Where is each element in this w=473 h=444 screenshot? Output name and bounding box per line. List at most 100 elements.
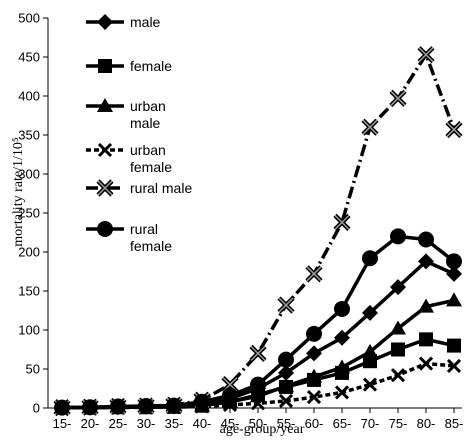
x-tick-label: 25- (109, 416, 128, 431)
data-point (278, 351, 294, 368)
y-tick-label: 150 (18, 284, 40, 299)
legend-label: female (130, 58, 172, 74)
x-tick-label: 80- (417, 416, 436, 431)
data-point (250, 376, 266, 393)
axes: 0 50 100 150 200 250 300 350 400 450 500 15- 20- 25- 3… (18, 11, 463, 432)
data-point (390, 368, 406, 383)
data-point (362, 343, 378, 358)
y-tick-label: 250 (18, 206, 40, 221)
x-tick-label: 60- (305, 416, 324, 431)
data-point (362, 304, 378, 321)
x-tick-label: 40- (193, 416, 212, 431)
data-point (278, 393, 294, 409)
data-point (278, 364, 294, 381)
data-point (418, 253, 434, 270)
data-point (417, 46, 435, 64)
data-point (333, 213, 351, 231)
data-point (390, 279, 406, 296)
x-axis-title: age-group/year (220, 422, 305, 437)
data-point (419, 332, 433, 347)
data-point (305, 265, 323, 283)
data-point (418, 231, 434, 248)
legend-item: urban male (86, 98, 166, 131)
data-point (194, 393, 210, 410)
data-point (334, 300, 350, 317)
legend-marker (97, 221, 113, 237)
data-point (110, 398, 126, 415)
data-point (306, 325, 322, 342)
data-point (389, 89, 407, 107)
data-point (277, 296, 295, 314)
legend-marker (97, 142, 113, 158)
series-rural-female (54, 228, 462, 416)
data-point (222, 387, 238, 404)
x-tick-label: 45- (221, 416, 240, 431)
y-tick-label: 350 (18, 128, 40, 143)
data-point (445, 120, 463, 139)
data-point (390, 228, 406, 245)
y-tick-label: 400 (18, 89, 40, 104)
data-point (306, 368, 322, 383)
data-point (362, 377, 378, 392)
legend-item: female (86, 58, 172, 74)
data-point (166, 397, 182, 414)
data-point (418, 356, 434, 371)
data-point (249, 344, 267, 362)
legend-label: urban female (130, 142, 172, 175)
x-tick-label: 65- (333, 416, 352, 431)
data-point (418, 298, 434, 313)
legend: male female urban male urban female rural male… (86, 14, 192, 254)
legend-marker (97, 14, 113, 30)
data-point (447, 338, 461, 353)
x-tick-label: 15- (53, 416, 72, 431)
series-layer (53, 46, 463, 417)
legend-label: rural female (130, 221, 172, 254)
legend-item: rural female (86, 221, 172, 254)
y-tick-label: 450 (18, 50, 40, 65)
legend-marker (98, 59, 112, 73)
x-tick-label: 30- (137, 416, 156, 431)
data-point (306, 345, 322, 362)
legend-label: rural male (130, 180, 192, 196)
legend-label: male (130, 14, 161, 30)
x-tick-label: 50- (249, 416, 268, 431)
data-point (334, 385, 350, 400)
x-tick-label: 55- (277, 416, 296, 431)
data-point (306, 390, 322, 405)
data-point (361, 118, 379, 136)
data-point (362, 250, 378, 267)
y-tick-label: 500 (18, 11, 40, 26)
y-tick-label: 50 (26, 362, 40, 377)
x-tick-label: 70- (361, 416, 380, 431)
data-point (278, 378, 294, 393)
y-axis-title: mortality rate/1/10⁵ (11, 137, 26, 247)
legend-marker (96, 179, 114, 197)
x-tick-label: 20- (81, 416, 100, 431)
data-point (391, 342, 405, 357)
legend-label: urban male (130, 98, 166, 131)
data-point (446, 358, 462, 373)
data-point (82, 399, 98, 416)
data-point (250, 396, 266, 411)
x-tick-label: 85- (445, 416, 464, 431)
y-tick-label: 200 (18, 245, 40, 260)
data-point (138, 398, 154, 415)
y-tick-label: 0 (33, 401, 40, 416)
y-tick-label: 300 (18, 167, 40, 182)
data-point (390, 320, 406, 335)
data-point (446, 265, 462, 282)
legend-item: rural male (86, 179, 192, 197)
x-tick-label: 35- (165, 416, 184, 431)
legend-item: male (86, 14, 161, 30)
y-tick-label: 100 (18, 323, 40, 338)
data-point (54, 399, 70, 416)
data-point (334, 359, 350, 374)
legend-marker (97, 98, 113, 112)
legend-item: urban female (86, 142, 172, 175)
data-point (334, 329, 350, 346)
x-tick-label: 75- (389, 416, 408, 431)
data-point (446, 253, 462, 270)
data-point (446, 292, 462, 307)
